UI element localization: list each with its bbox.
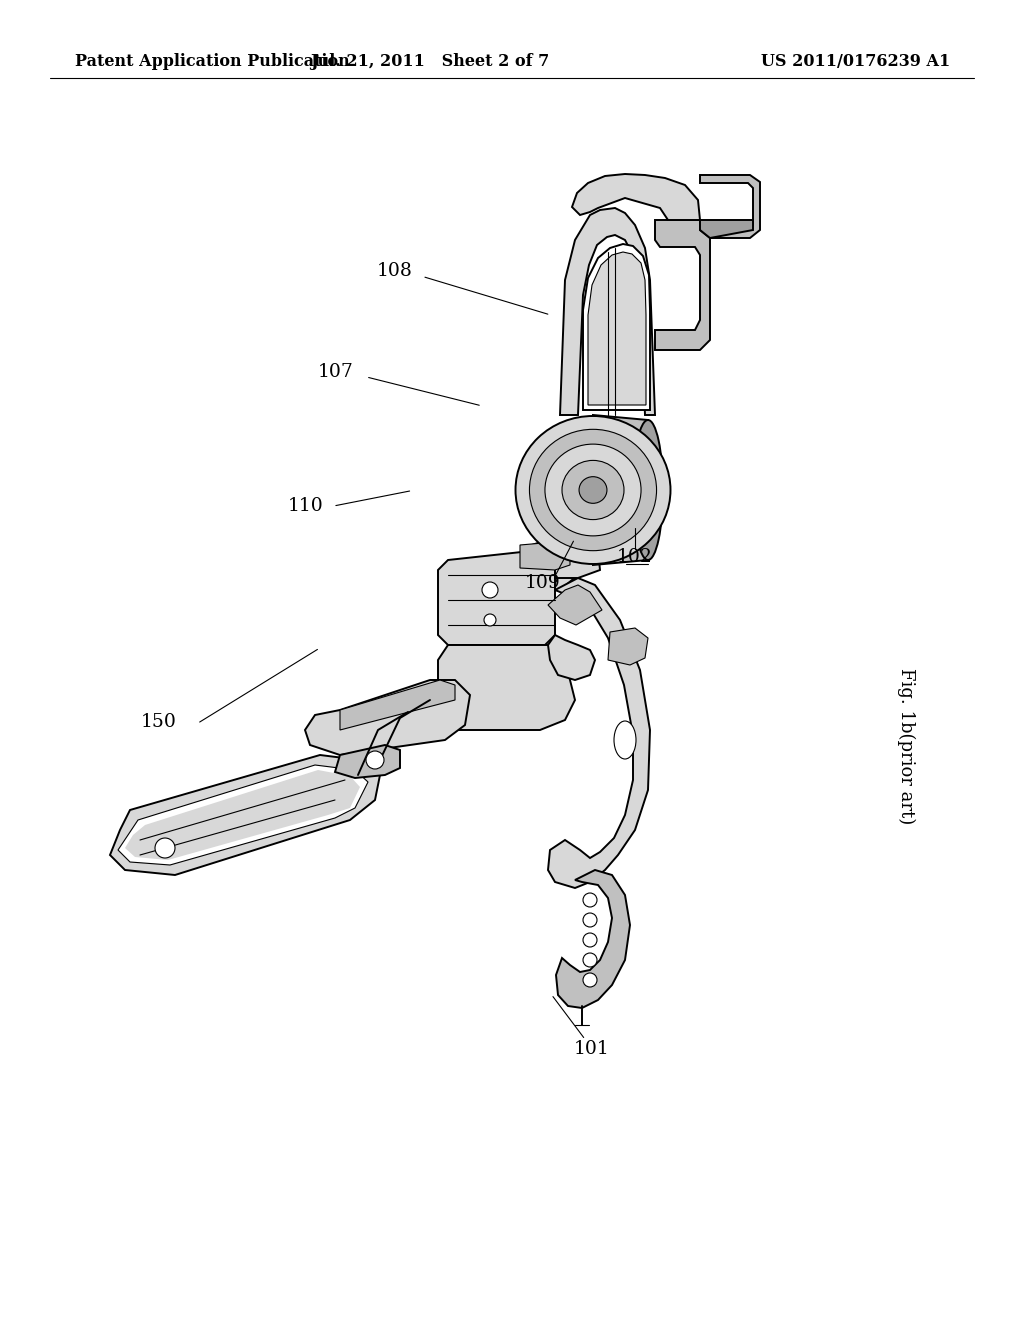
Ellipse shape (633, 420, 663, 560)
Ellipse shape (545, 444, 641, 536)
Text: Fig. 1b(prior art): Fig. 1b(prior art) (897, 668, 915, 824)
Polygon shape (125, 770, 360, 861)
Circle shape (583, 894, 597, 907)
Circle shape (482, 582, 498, 598)
Circle shape (583, 953, 597, 968)
Polygon shape (583, 244, 650, 411)
Text: 102: 102 (616, 548, 653, 566)
Polygon shape (118, 766, 368, 865)
Polygon shape (525, 535, 578, 590)
Circle shape (155, 838, 175, 858)
Circle shape (366, 751, 384, 770)
Circle shape (583, 913, 597, 927)
Polygon shape (572, 174, 700, 220)
Polygon shape (438, 645, 575, 730)
Polygon shape (593, 414, 648, 565)
Text: Jul. 21, 2011   Sheet 2 of 7: Jul. 21, 2011 Sheet 2 of 7 (310, 54, 550, 70)
Text: 101: 101 (574, 1040, 609, 1059)
Ellipse shape (562, 461, 624, 520)
Polygon shape (556, 870, 630, 1008)
Text: 107: 107 (317, 363, 354, 381)
Ellipse shape (614, 721, 636, 759)
Polygon shape (548, 635, 595, 680)
Polygon shape (520, 543, 570, 570)
Polygon shape (305, 680, 470, 755)
Text: Patent Application Publication: Patent Application Publication (75, 54, 350, 70)
Polygon shape (700, 176, 760, 238)
Polygon shape (548, 578, 650, 888)
Text: 110: 110 (288, 496, 323, 515)
Polygon shape (335, 744, 400, 777)
Polygon shape (655, 220, 710, 350)
Polygon shape (608, 628, 648, 665)
Text: 109: 109 (525, 574, 560, 593)
Text: US 2011/0176239 A1: US 2011/0176239 A1 (761, 54, 950, 70)
Polygon shape (700, 220, 753, 238)
Polygon shape (548, 585, 602, 624)
Polygon shape (110, 755, 380, 875)
Polygon shape (555, 548, 600, 578)
Polygon shape (340, 680, 455, 730)
Polygon shape (560, 209, 655, 414)
Ellipse shape (579, 477, 607, 503)
Circle shape (583, 933, 597, 946)
Text: 108: 108 (376, 261, 413, 280)
Circle shape (484, 614, 496, 626)
Ellipse shape (529, 429, 656, 550)
Text: 150: 150 (140, 713, 177, 731)
Polygon shape (588, 252, 646, 405)
Circle shape (583, 973, 597, 987)
Polygon shape (438, 550, 555, 645)
Ellipse shape (515, 416, 671, 564)
